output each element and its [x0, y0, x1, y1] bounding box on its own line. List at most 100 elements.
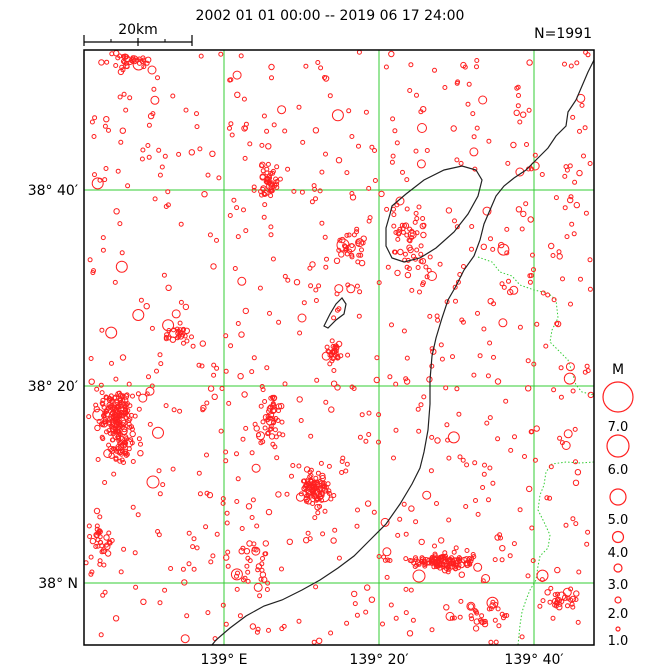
event-marker [119, 457, 125, 463]
event-marker [112, 394, 120, 401]
event-marker [515, 84, 521, 90]
event-marker [208, 559, 214, 565]
event-marker [333, 257, 341, 264]
event-marker [210, 263, 217, 270]
event-marker [394, 140, 400, 146]
event-marker [435, 558, 441, 564]
event-marker [110, 425, 117, 432]
event-marker [102, 589, 108, 595]
event-marker [490, 246, 496, 252]
event-marker [568, 597, 574, 603]
event-marker [429, 434, 435, 440]
event-marker [266, 173, 272, 179]
event-marker [234, 586, 240, 592]
event-marker [223, 554, 230, 561]
event-marker [318, 65, 324, 71]
event-marker [374, 355, 380, 361]
event-marker [520, 210, 527, 218]
event-marker [260, 387, 266, 393]
event-marker [569, 595, 577, 603]
event-marker [480, 243, 487, 251]
event-marker [329, 338, 335, 344]
event-marker [109, 437, 115, 443]
event-marker [264, 365, 270, 371]
event-marker [230, 568, 243, 581]
event-marker [573, 597, 579, 602]
event-marker [474, 58, 480, 63]
event-marker [220, 496, 226, 502]
event-marker [433, 559, 438, 565]
event-marker [246, 540, 253, 547]
event-marker [121, 410, 126, 416]
event-marker [480, 485, 486, 490]
event-marker [165, 202, 171, 208]
event-marker [201, 191, 208, 198]
event-marker [132, 309, 145, 321]
event-marker [426, 376, 433, 383]
event-marker [446, 566, 452, 572]
event-marker [465, 101, 471, 107]
event-marker [106, 127, 111, 133]
event-marker [346, 284, 356, 294]
event-marker [231, 197, 237, 203]
event-marker [262, 414, 270, 421]
event-marker [469, 147, 479, 157]
event-marker [103, 542, 109, 548]
event-marker [326, 349, 332, 355]
event-marker [99, 327, 105, 333]
event-marker [354, 283, 360, 289]
event-marker [322, 508, 328, 514]
event-marker [435, 317, 441, 323]
event-marker [101, 549, 107, 554]
event-marker [449, 615, 455, 621]
event-marker [134, 57, 140, 63]
event-marker [485, 373, 491, 379]
event-marker [463, 556, 470, 563]
legend-circle-m7 [602, 381, 634, 413]
event-marker [562, 61, 567, 67]
event-marker [332, 349, 337, 355]
event-marker [267, 187, 275, 194]
event-marker [349, 254, 355, 260]
event-marker [268, 232, 274, 238]
event-marker [223, 368, 229, 374]
event-marker [330, 380, 338, 387]
event-marker [109, 360, 114, 366]
prefecture-border [477, 256, 594, 645]
event-marker [584, 363, 590, 369]
event-marker [322, 234, 328, 240]
event-marker [471, 554, 477, 560]
event-marker [116, 449, 123, 456]
event-marker [578, 276, 583, 282]
event-marker [488, 236, 493, 242]
event-marker [320, 531, 326, 537]
event-marker [251, 184, 257, 190]
event-marker [497, 243, 510, 256]
legend-circle-m2 [614, 596, 622, 604]
event-marker [351, 590, 358, 598]
event-marker [87, 534, 93, 539]
event-marker [343, 244, 348, 250]
event-marker [197, 146, 203, 152]
event-marker [189, 334, 194, 340]
event-marker [447, 431, 460, 444]
event-marker [527, 279, 533, 285]
event-marker [344, 232, 350, 238]
event-marker [155, 75, 160, 81]
event-marker [270, 256, 276, 262]
event-marker [523, 201, 529, 207]
event-marker [574, 60, 580, 66]
event-marker [121, 419, 128, 426]
event-marker [504, 250, 510, 256]
event-marker [336, 555, 342, 561]
event-marker [237, 276, 247, 286]
time-period-title: 2002 01 01 00:00 -- 2019 06 17 24:00 [196, 8, 465, 24]
event-marker [93, 507, 101, 515]
event-marker [487, 298, 494, 305]
event-marker [424, 274, 430, 280]
event-marker [376, 554, 382, 559]
event-marker [393, 615, 399, 621]
event-marker [126, 446, 132, 452]
event-marker [297, 313, 307, 323]
event-marker [309, 261, 316, 268]
